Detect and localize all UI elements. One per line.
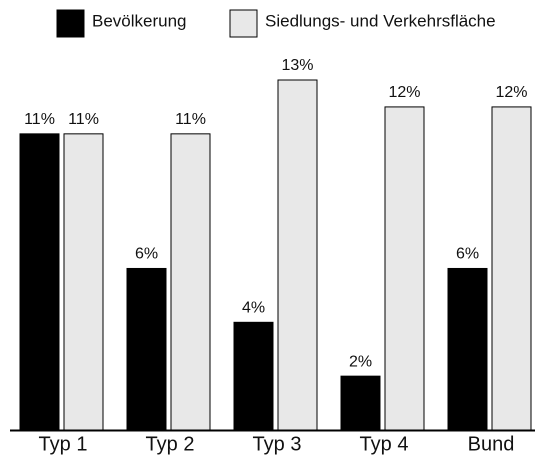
bar — [491, 106, 532, 431]
bar — [170, 133, 211, 431]
bar — [447, 267, 488, 431]
value-label: 6% — [135, 246, 158, 263]
value-label: 6% — [456, 246, 479, 263]
value-label: 11% — [68, 111, 99, 128]
legend-swatch — [229, 9, 258, 38]
bar — [19, 133, 60, 431]
x-tick-label: Bund — [468, 433, 515, 455]
value-label: 12% — [495, 84, 527, 101]
value-label: 12% — [388, 84, 420, 101]
bar — [340, 375, 381, 431]
bar — [126, 267, 167, 431]
bar — [63, 133, 104, 431]
value-label: 13% — [281, 57, 313, 74]
legend-swatch — [56, 9, 85, 38]
legend-label: Bevölkerung — [92, 11, 187, 30]
bar — [277, 79, 318, 431]
x-tick-label: Typ 1 — [39, 433, 88, 455]
bar — [384, 106, 425, 431]
x-tick-label: Typ 2 — [146, 433, 195, 455]
value-label: 2% — [349, 353, 372, 370]
legend-label: Siedlungs- und Verkehrsfläche — [265, 11, 496, 30]
x-tick-label: Typ 4 — [360, 433, 409, 455]
x-tick-label: Typ 3 — [253, 433, 302, 455]
bar — [233, 321, 274, 431]
value-label: 11% — [175, 111, 206, 128]
value-label: 11% — [24, 111, 55, 128]
value-label: 4% — [242, 300, 265, 317]
